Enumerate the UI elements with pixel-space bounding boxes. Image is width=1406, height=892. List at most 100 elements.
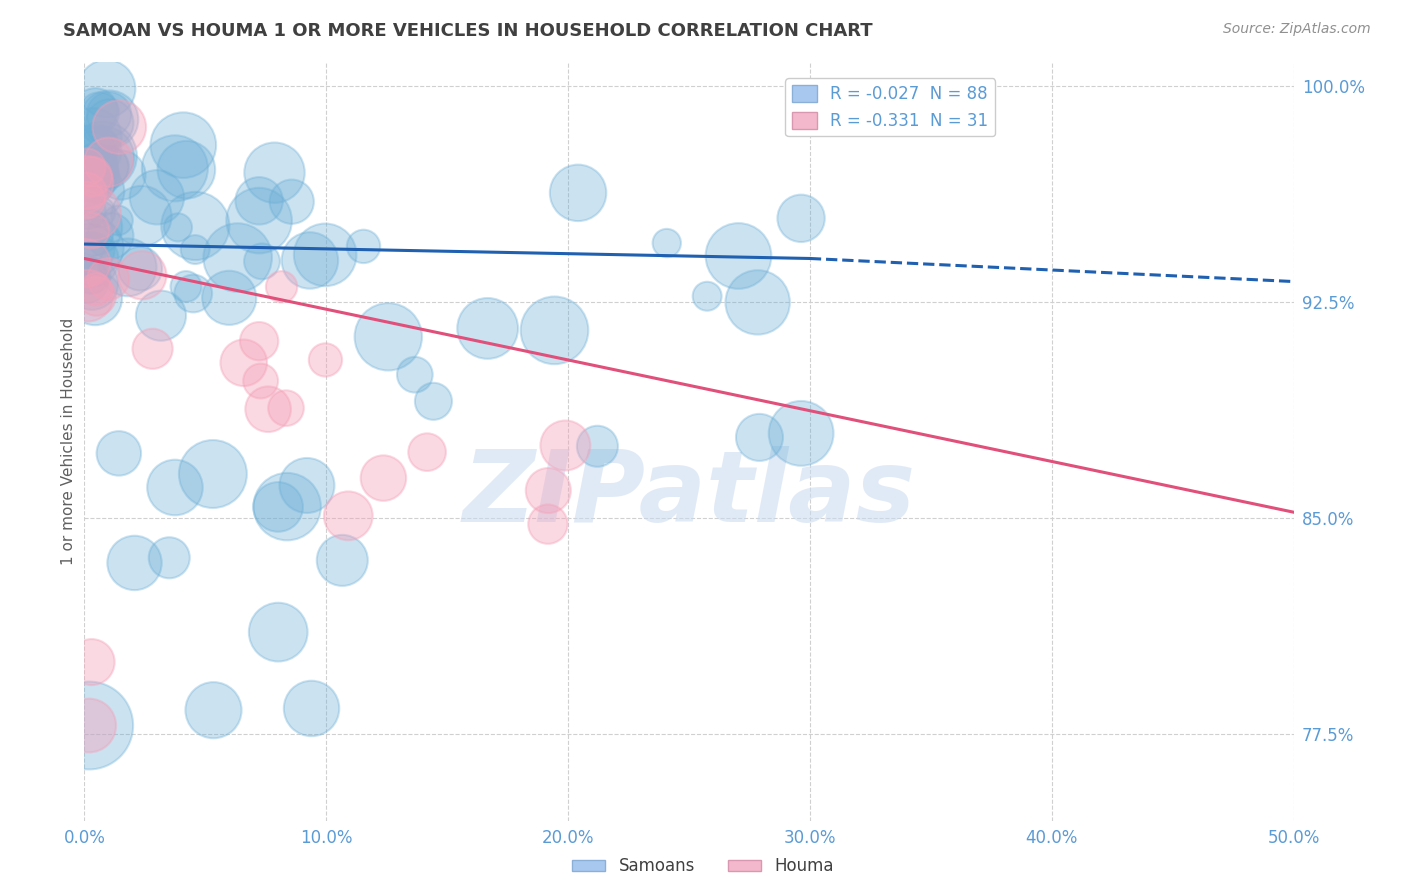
Point: [142, 342, 165, 356]
Point: [226, 251, 249, 265]
Point: [201, 467, 224, 481]
Legend: Samoans, Houma: Samoans, Houma: [565, 851, 841, 882]
Point: [80, 655, 103, 669]
Point: [790, 211, 813, 226]
Point: [87, 185, 110, 199]
Point: [96, 81, 118, 95]
Point: [543, 323, 565, 337]
Point: [91, 149, 114, 163]
Point: [257, 402, 280, 417]
Point: [77, 147, 100, 161]
Point: [77, 204, 100, 219]
Point: [270, 280, 292, 294]
Point: [267, 500, 290, 514]
Point: [149, 309, 172, 323]
Point: [172, 138, 194, 153]
Point: [98, 160, 121, 174]
Point: [131, 268, 153, 283]
Point: [696, 289, 718, 303]
Point: [86, 289, 108, 303]
Point: [146, 190, 169, 204]
Point: [80, 166, 103, 180]
Point: [202, 703, 225, 717]
Point: [84, 282, 107, 296]
Point: [586, 439, 609, 453]
Point: [79, 226, 101, 240]
Point: [98, 116, 121, 130]
Point: [131, 209, 153, 223]
Point: [86, 182, 108, 196]
Point: [82, 129, 104, 144]
Point: [314, 248, 336, 262]
Point: [295, 478, 318, 492]
Point: [77, 718, 100, 732]
Point: [129, 261, 152, 276]
Point: [87, 105, 110, 120]
Point: [422, 394, 444, 409]
Point: [314, 353, 336, 368]
Point: [86, 138, 108, 153]
Text: SAMOAN VS HOUMA 1 OR MORE VEHICLES IN HOUSEHOLD CORRELATION CHART: SAMOAN VS HOUMA 1 OR MORE VEHICLES IN HO…: [63, 22, 873, 40]
Point: [84, 164, 107, 178]
Point: [110, 168, 132, 182]
Point: [250, 254, 273, 268]
Point: [537, 483, 560, 498]
Point: [181, 286, 204, 301]
Point: [727, 249, 749, 263]
Point: [404, 368, 426, 382]
Point: [117, 260, 139, 275]
Point: [98, 112, 121, 127]
Point: [76, 274, 98, 288]
Legend: R = -0.027  N = 88, R = -0.331  N = 31: R = -0.027 N = 88, R = -0.331 N = 31: [785, 78, 995, 136]
Point: [280, 194, 302, 209]
Point: [84, 241, 107, 255]
Point: [247, 213, 270, 227]
Point: [247, 194, 270, 208]
Point: [97, 272, 120, 286]
Point: [124, 556, 146, 570]
Point: [157, 550, 180, 565]
Point: [96, 160, 118, 174]
Point: [82, 169, 104, 184]
Point: [83, 162, 105, 177]
Point: [97, 107, 120, 121]
Point: [76, 177, 98, 191]
Point: [184, 243, 207, 257]
Point: [76, 256, 98, 270]
Point: [84, 103, 107, 118]
Point: [80, 224, 103, 238]
Point: [87, 145, 110, 159]
Point: [263, 166, 285, 180]
Y-axis label: 1 or more Vehicles in Household: 1 or more Vehicles in Household: [60, 318, 76, 566]
Point: [184, 219, 207, 233]
Point: [267, 625, 290, 640]
Point: [89, 205, 111, 219]
Point: [176, 162, 198, 177]
Point: [748, 430, 770, 444]
Point: [554, 438, 576, 452]
Point: [174, 279, 197, 293]
Point: [477, 321, 499, 335]
Point: [76, 176, 98, 190]
Point: [163, 481, 186, 495]
Point: [84, 174, 107, 188]
Point: [76, 288, 98, 302]
Point: [249, 374, 271, 388]
Point: [790, 426, 813, 441]
Point: [83, 206, 105, 220]
Point: [163, 161, 186, 176]
Point: [79, 242, 101, 256]
Point: [276, 500, 298, 514]
Point: [747, 295, 769, 310]
Point: [337, 508, 360, 523]
Point: [76, 160, 98, 174]
Point: [218, 291, 240, 305]
Point: [353, 239, 375, 253]
Point: [298, 253, 321, 268]
Point: [76, 186, 98, 200]
Point: [82, 268, 104, 283]
Point: [107, 213, 129, 227]
Point: [232, 356, 254, 370]
Point: [373, 471, 395, 485]
Point: [567, 186, 589, 200]
